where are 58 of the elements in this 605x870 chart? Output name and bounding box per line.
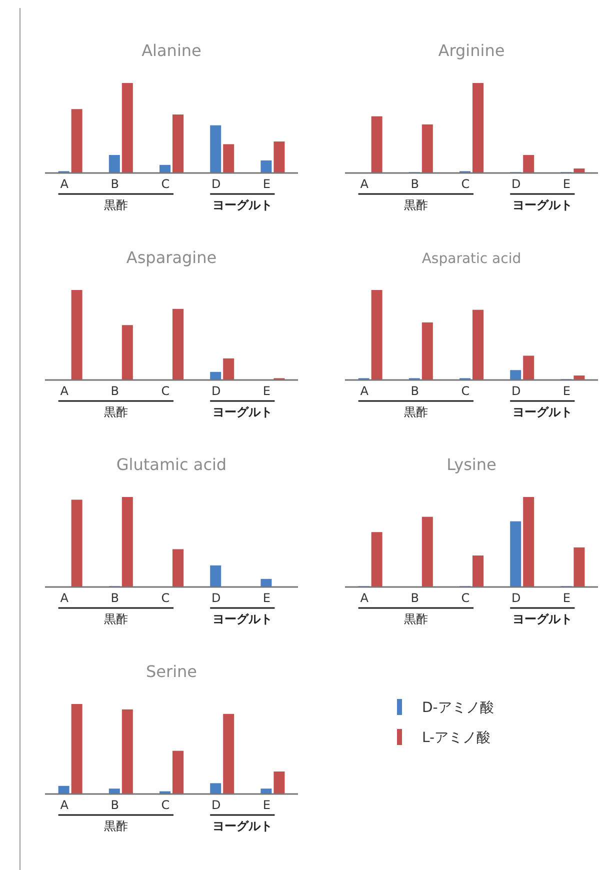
x-tick-label: D [511, 384, 521, 398]
text: 黒酢 [104, 198, 128, 212]
text: 黒酢 [104, 405, 128, 419]
x-tick-label: B [110, 591, 120, 605]
x-tick-label: A [60, 384, 70, 398]
text: 黒酢 [104, 612, 128, 626]
x-tick-label: D [211, 177, 221, 191]
x-tick-label: C [461, 591, 470, 605]
x-tick-label: C [461, 384, 470, 398]
x-tick-label: E [262, 798, 270, 812]
text: ヨーグルト [512, 612, 572, 626]
x-tick-label: B [410, 177, 420, 191]
legend-label: D-アミノ酸 [422, 700, 494, 716]
chart-title: Glutamic acid [116, 455, 227, 474]
x-tick-label: E [262, 591, 270, 605]
text: ヨーグルト [212, 198, 272, 212]
chart-title: Serine [146, 662, 198, 681]
x-tick-label: E [562, 384, 570, 398]
x-tick-label: C [461, 177, 470, 191]
chart-title: Lysine [446, 455, 496, 474]
x-tick-label: D [211, 384, 221, 398]
x-tick-label: A [60, 591, 70, 605]
text: ヨーグルト [512, 198, 572, 212]
x-tick-label: A [360, 177, 370, 191]
x-tick-label: C [161, 177, 170, 191]
x-tick-label: A [60, 177, 70, 191]
x-tick-label: B [410, 384, 420, 398]
x-tick-label: E [262, 384, 270, 398]
x-tick-label: A [360, 591, 370, 605]
x-tick-label: A [60, 798, 70, 812]
x-tick-label: E [262, 177, 270, 191]
chart-title: Asparagine [126, 248, 217, 267]
text: 黒酢 [404, 198, 428, 212]
legend-label: L-アミノ酸 [422, 730, 491, 746]
x-tick-label: C [161, 384, 170, 398]
text: 黒酢 [104, 819, 128, 833]
text: 黒酢 [404, 612, 428, 626]
chart-title: Arginine [438, 41, 505, 60]
x-tick-label: B [410, 591, 420, 605]
chart-title: Asparatic acid [422, 251, 522, 267]
x-tick-label: E [562, 177, 570, 191]
text: ヨーグルト [212, 819, 272, 833]
x-tick-label: D [211, 591, 221, 605]
x-tick-label: B [110, 384, 120, 398]
x-tick-label: D [511, 177, 521, 191]
text: ヨーグルト [212, 405, 272, 419]
text: ヨーグルト [212, 612, 272, 626]
x-tick-label: B [110, 798, 120, 812]
x-tick-label: B [110, 177, 120, 191]
x-tick-label: E [562, 591, 570, 605]
x-tick-label: D [511, 591, 521, 605]
text: ヨーグルト [512, 405, 572, 419]
chart-title: Alanine [142, 41, 202, 60]
x-tick-label: D [211, 798, 221, 812]
x-tick-label: C [161, 591, 170, 605]
text: 黒酢 [404, 405, 428, 419]
x-tick-label: A [360, 384, 370, 398]
x-tick-label: C [161, 798, 170, 812]
